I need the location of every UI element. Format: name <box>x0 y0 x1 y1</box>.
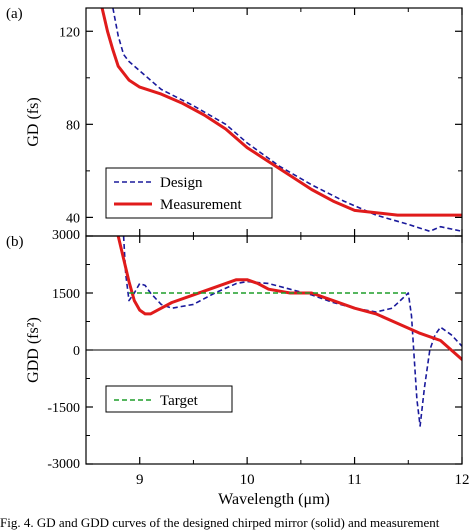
figure-caption: Fig. 4. GD and GDD curves of the designe… <box>0 515 440 530</box>
chart-panel-1: 40 80 120 (a) GD (fs) Design Measurement <box>6 6 463 237</box>
x-tick-label: 9 <box>136 472 144 488</box>
y-tick-label: 0 <box>73 344 80 359</box>
y-tick-label: 40 <box>66 211 80 226</box>
series-line-design <box>112 8 462 233</box>
y-axis-label: GDD (fs²) <box>25 317 42 383</box>
y-tick-label: -1500 <box>47 401 80 416</box>
y-axis-label: GD (fs) <box>25 97 42 146</box>
panel-label: (a) <box>6 6 23 22</box>
chart-panel-2: -3000 -1500 0 1500 3000 9 10 11 12 (b) GDD (fs²) Wa… <box>6 228 470 508</box>
y-tick-label: 3000 <box>52 228 80 243</box>
series-line-measurement <box>116 236 462 361</box>
y-tick-label: -3000 <box>47 457 80 472</box>
y-tick-label: 1500 <box>52 287 80 302</box>
legend-box <box>105 385 233 413</box>
panel-label: (b) <box>6 234 24 250</box>
series-line-design <box>122 236 462 427</box>
x-tick-label: 10 <box>240 472 255 488</box>
x-axis-label: Wavelength (μm) <box>218 491 330 508</box>
y-tick-label: 80 <box>66 118 80 133</box>
legend-box <box>105 167 273 219</box>
x-tick-label: 11 <box>347 472 361 488</box>
legend-entry-target: Target <box>160 393 199 409</box>
series-line-measurement <box>100 8 462 217</box>
x-tick-label: 12 <box>455 472 470 488</box>
legend: Target <box>105 385 233 413</box>
legend-entry-measurement: Measurement <box>160 197 242 213</box>
legend-entry-design: Design <box>160 175 203 191</box>
y-tick-label: 120 <box>59 25 80 40</box>
legend: Design Measurement <box>105 167 273 219</box>
